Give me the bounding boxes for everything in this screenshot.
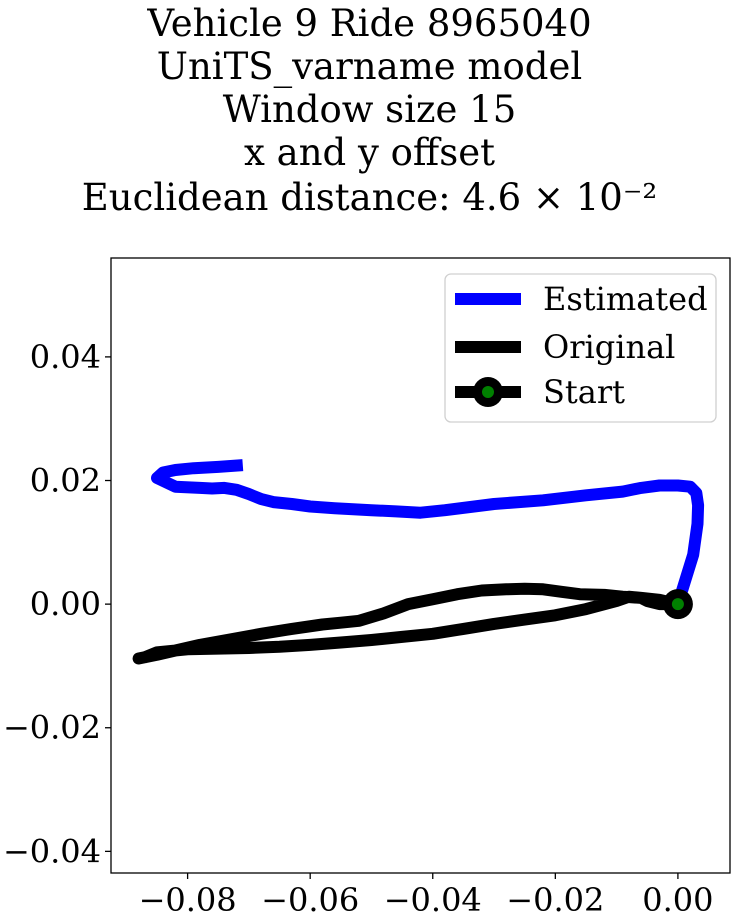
title-line-1: Vehicle 9 Ride 8965040 [147,2,592,45]
y-tick-label: −0.04 [3,832,101,870]
x-tick-label: −0.08 [139,881,237,919]
legend-estimated-label: Estimated [543,280,708,318]
axis-layer: −0.08 −0.06 −0.04 −0.02 0.00 −0.04 −0.02 0.00 0.… [3,338,714,919]
legend-start-marker-inner [482,386,494,398]
x-tick-label: 0.00 [642,881,713,919]
legend-start-label: Start [543,373,625,411]
title-line-5: Euclidean distance: 4.6 × 10⁻² [81,176,658,219]
legend: Estimated Original Start [444,273,717,423]
x-tick-label: −0.04 [384,881,482,919]
title-line-3: Window size 15 [222,88,517,131]
y-tick-label: 0.00 [30,585,101,623]
series-layer [132,459,705,665]
y-tick-label: 0.02 [30,462,101,500]
series-line-estimated [151,459,705,606]
x-tick-label: −0.02 [506,881,604,919]
x-tick-label: −0.06 [261,881,359,919]
start-marker-inner [671,598,684,611]
y-tick-label: −0.02 [3,709,101,747]
series-line-original [132,582,680,665]
title-line-4: x and y offset [244,131,495,174]
y-tick-label: 0.04 [30,338,101,376]
legend-original-label: Original [543,328,675,366]
title-line-2: UniTS_varname model [156,45,583,88]
legend-frame [444,273,717,423]
